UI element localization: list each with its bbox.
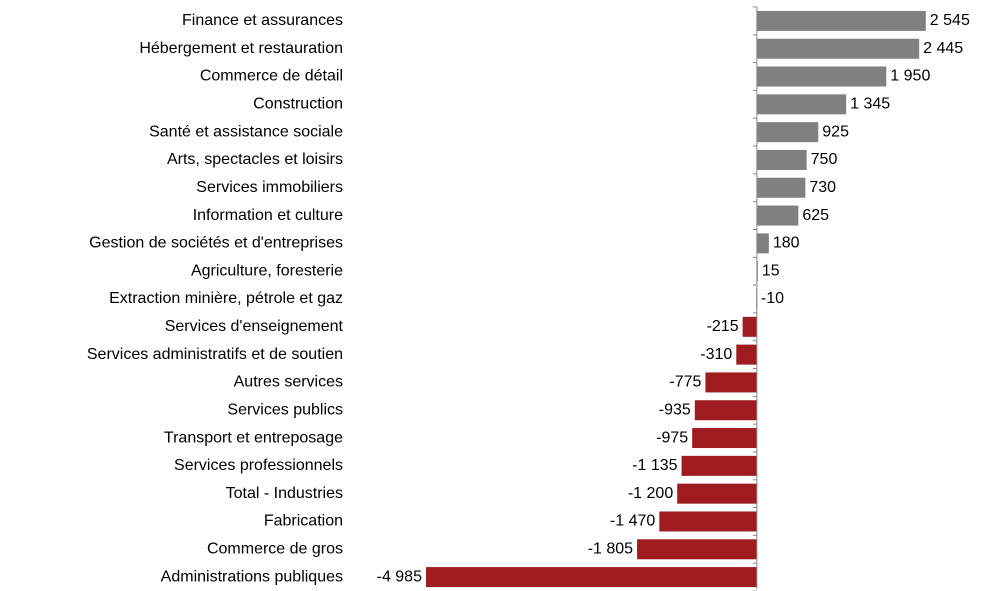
category-label: Construction [253, 96, 343, 113]
bar [694, 400, 757, 421]
bar [659, 511, 757, 532]
bar [756, 233, 769, 254]
category-label: Information et culture [193, 207, 343, 224]
value-label: 15 [762, 262, 780, 279]
value-label: -215 [707, 318, 739, 335]
value-label: -975 [656, 429, 688, 446]
category-label: Finance et assurances [182, 12, 343, 29]
bar [637, 539, 757, 560]
bar [756, 149, 807, 170]
value-label: 625 [802, 207, 829, 224]
value-label: 730 [809, 179, 836, 196]
bar [756, 177, 806, 198]
value-label: 180 [773, 235, 800, 252]
category-label: Commerce de détail [200, 68, 343, 85]
value-label: -1 135 [632, 457, 677, 474]
bar [756, 10, 926, 31]
value-label: -1 470 [610, 513, 655, 530]
value-label: 1 950 [890, 68, 930, 85]
bar [681, 455, 757, 476]
category-label: Services professionnels [174, 457, 343, 474]
value-label: -935 [659, 401, 691, 418]
bar [705, 372, 757, 393]
value-label: -1 805 [588, 541, 633, 558]
category-label: Services immobiliers [196, 179, 343, 196]
bar [756, 38, 920, 59]
category-label: Transport et entreposage [164, 429, 343, 446]
bar [742, 316, 757, 337]
bar [692, 428, 757, 449]
category-label: Autres services [234, 374, 343, 391]
category-label: Agriculture, foresterie [191, 262, 343, 279]
bar [756, 94, 847, 115]
value-label: -10 [761, 290, 784, 307]
bar [756, 122, 819, 143]
category-label: Commerce de gros [207, 541, 343, 558]
value-label: -310 [700, 346, 732, 363]
category-label: Santé et assistance sociale [149, 123, 343, 140]
value-label: 925 [822, 123, 849, 140]
value-label: 2 445 [923, 40, 963, 57]
bar [756, 66, 887, 87]
category-label: Gestion de sociétés et d'entreprises [89, 235, 343, 252]
bar [736, 344, 757, 365]
bar [425, 567, 757, 588]
category-label: Arts, spectacles et loisirs [167, 151, 343, 168]
category-label: Administrations publiques [161, 568, 343, 585]
bar [677, 483, 757, 504]
category-label: Fabrication [264, 513, 343, 530]
value-label: -775 [669, 374, 701, 391]
category-label: Total - Industries [226, 485, 343, 502]
category-label: Services administratifs et de soutien [87, 346, 343, 363]
value-label: -1 200 [628, 485, 673, 502]
value-label: 2 545 [930, 12, 970, 29]
value-label: -4 985 [377, 568, 422, 585]
category-label: Extraction minière, pétrole et gaz [109, 290, 343, 307]
value-label: 750 [811, 151, 838, 168]
value-label: 1 345 [850, 96, 890, 113]
category-label: Hébergement et restauration [139, 40, 343, 57]
category-label: Services publics [227, 401, 343, 418]
bar [756, 205, 799, 226]
category-label: Services d'enseignement [165, 318, 344, 335]
